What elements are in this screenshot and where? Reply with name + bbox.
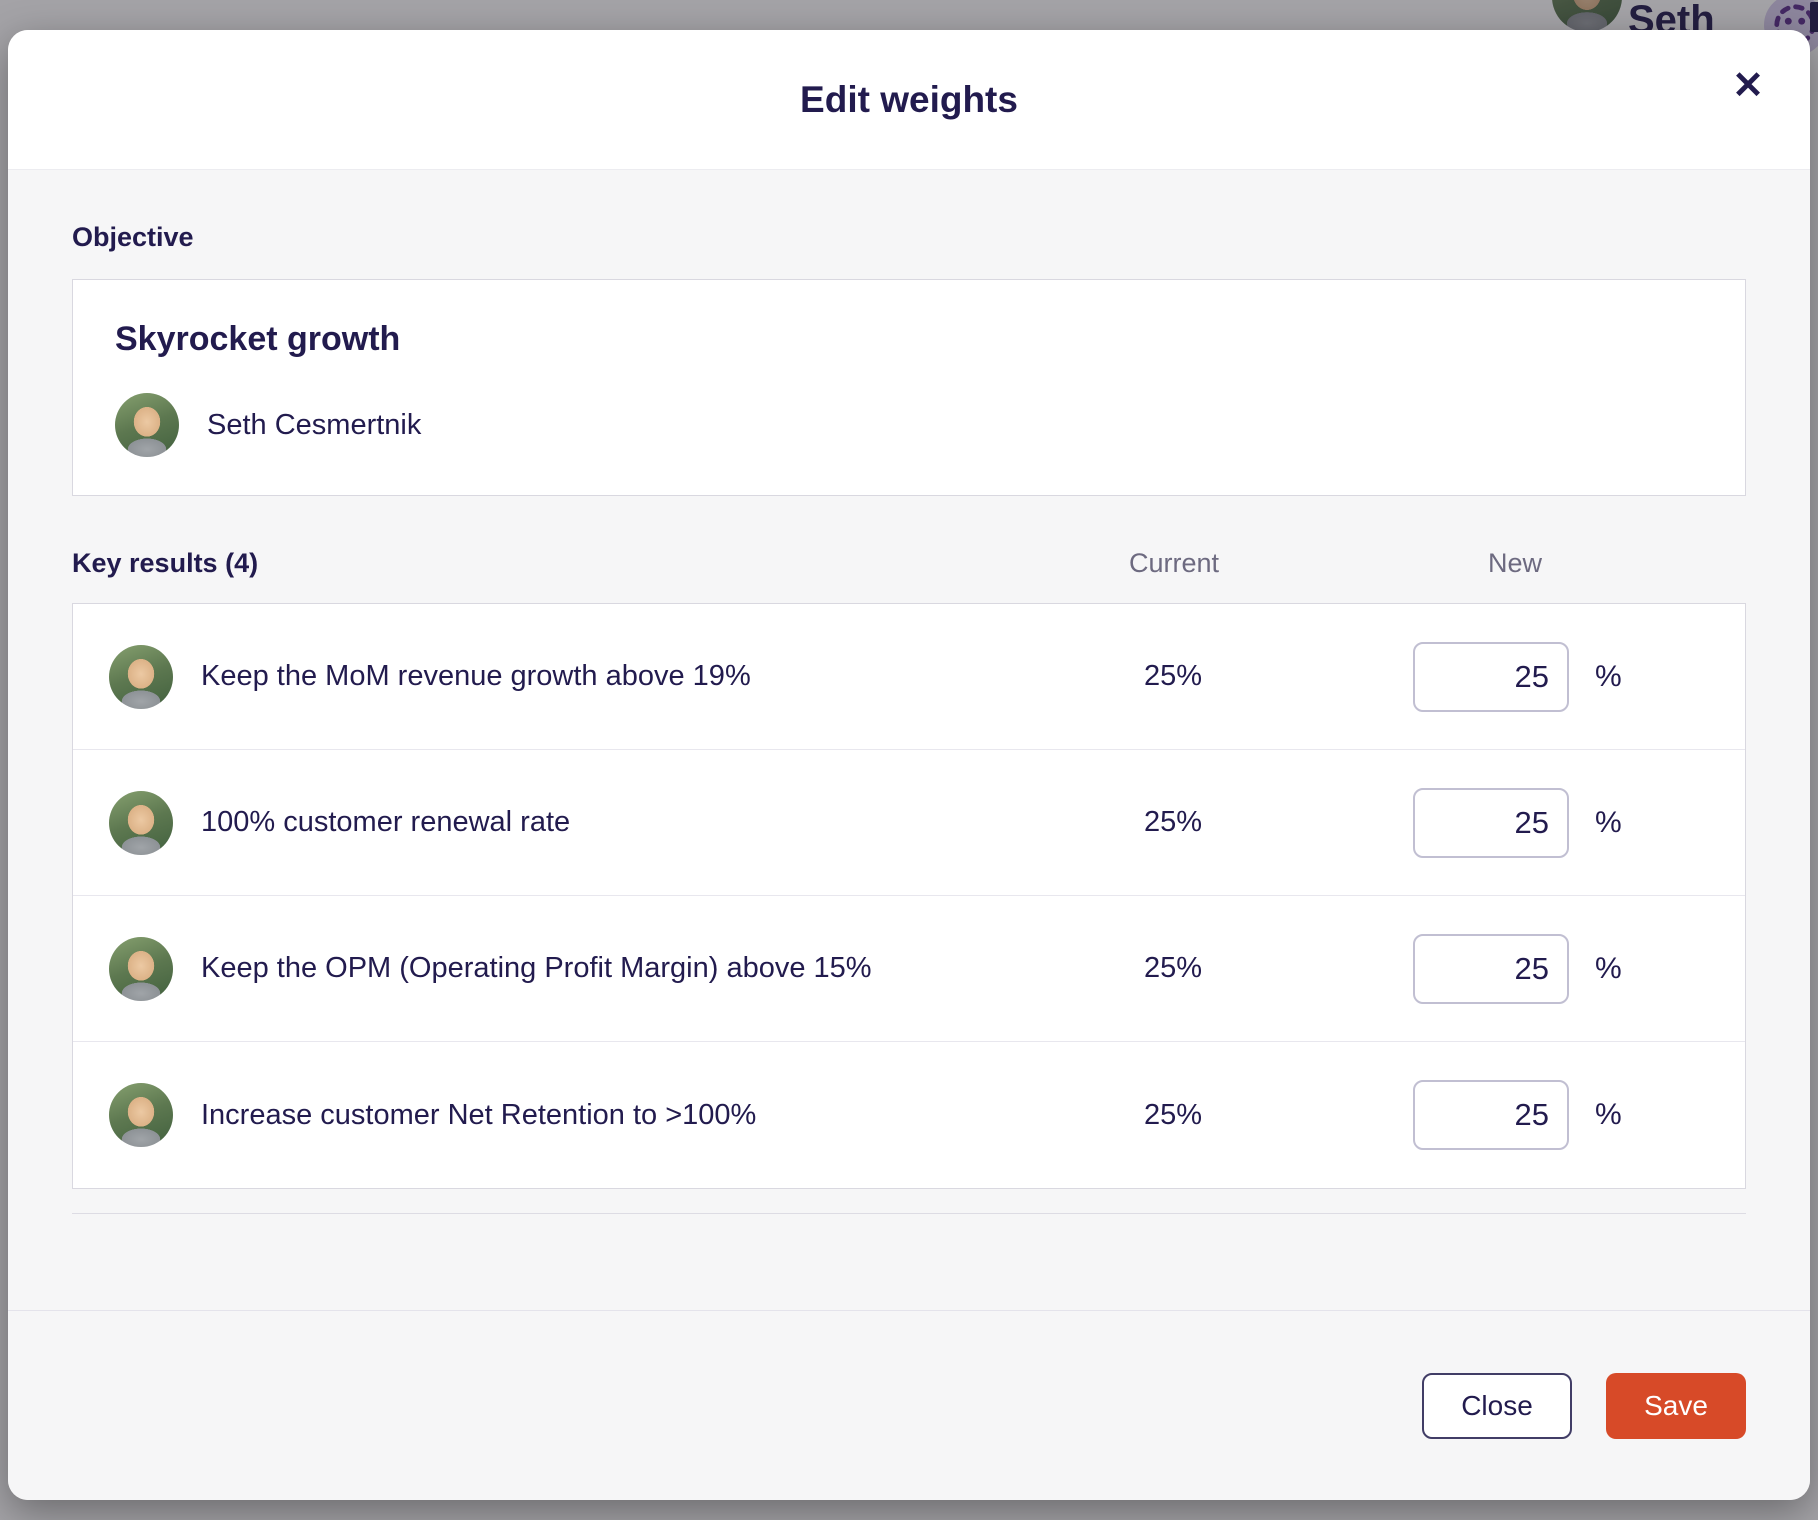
percent-unit-label: % (1595, 951, 1622, 985)
owner-avatar (115, 393, 179, 457)
percent-unit-label: % (1595, 805, 1622, 839)
edit-weights-modal: Edit weights ✕ Objective Skyrocket growt… (8, 30, 1810, 1500)
key-result-title-wrap: Keep the OPM (Operating Profit Margin) a… (109, 936, 1073, 1001)
objective-section-label: Objective (72, 222, 194, 252)
key-result-row: Keep the MoM revenue growth above 19% 25… (73, 604, 1745, 750)
new-weight-input[interactable] (1413, 787, 1569, 858)
column-header-new-wrap: New (1414, 548, 1746, 579)
key-result-avatar (109, 790, 173, 855)
key-result-row: Keep the OPM (Operating Profit Margin) a… (73, 896, 1745, 1042)
clipped-nav-item (1810, 2, 1818, 32)
key-result-row: Increase customer Net Retention to >100%… (73, 1042, 1745, 1188)
new-weight-input[interactable] (1413, 933, 1569, 1004)
percent-unit-label: % (1595, 1098, 1622, 1131)
current-weight-value: 25% (1143, 952, 1203, 984)
close-button[interactable]: Close (1422, 1372, 1572, 1439)
new-weight-cell: % (1413, 1080, 1745, 1150)
key-result-title-wrap: Keep the MoM revenue growth above 19% (109, 644, 1073, 709)
new-weight-cell: % (1413, 787, 1745, 858)
modal-title: Edit weights (800, 78, 1018, 120)
key-result-row: 100% customer renewal rate 25% % (73, 750, 1745, 896)
close-icon[interactable]: ✕ (1720, 58, 1776, 114)
new-weight-input[interactable] (1413, 641, 1569, 712)
key-result-avatar (109, 1083, 173, 1147)
percent-unit-label: % (1595, 659, 1622, 693)
modal-header: Edit weights ✕ (8, 30, 1810, 170)
modal-body: Objective Skyrocket growth Seth Cesmertn… (8, 170, 1810, 1310)
key-result-avatar (109, 936, 173, 1001)
current-weight-value: 25% (1143, 660, 1203, 692)
owner-name: Seth Cesmertnik (207, 408, 422, 441)
key-result-title: Keep the OPM (Operating Profit Margin) a… (201, 952, 872, 984)
objective-owner-row: Seth Cesmertnik (115, 393, 1703, 457)
column-header-current: Current (1128, 548, 1220, 578)
save-button[interactable]: Save (1606, 1372, 1746, 1439)
new-weight-input[interactable] (1413, 1080, 1569, 1150)
key-result-title-wrap: Increase customer Net Retention to >100% (109, 1083, 1073, 1147)
current-weight-value: 25% (1143, 1098, 1203, 1131)
new-weight-cell: % (1413, 641, 1745, 712)
key-result-title: 100% customer renewal rate (201, 806, 571, 838)
key-results-list: Keep the MoM revenue growth above 19% 25… (72, 603, 1746, 1189)
new-weight-cell: % (1413, 933, 1745, 1004)
key-result-avatar (109, 644, 173, 709)
key-result-title-wrap: 100% customer renewal rate (109, 790, 1073, 855)
key-result-title: Increase customer Net Retention to >100% (201, 1098, 757, 1131)
key-results-header-row: Key results (4) Current New (72, 548, 1746, 579)
objective-card: Skyrocket growth Seth Cesmertnik (72, 279, 1746, 496)
key-result-title: Keep the MoM revenue growth above 19% (201, 660, 751, 692)
column-header-new: New (1487, 548, 1542, 578)
key-results-section-label: Key results (4) (72, 548, 259, 578)
body-end-divider (72, 1213, 1746, 1214)
current-weight-value: 25% (1143, 806, 1203, 838)
key-results-section: Key results (4) Current New Keep the MoM… (72, 548, 1746, 1214)
objective-title: Skyrocket growth (115, 320, 401, 358)
modal-footer: Close Save (8, 1310, 1810, 1500)
